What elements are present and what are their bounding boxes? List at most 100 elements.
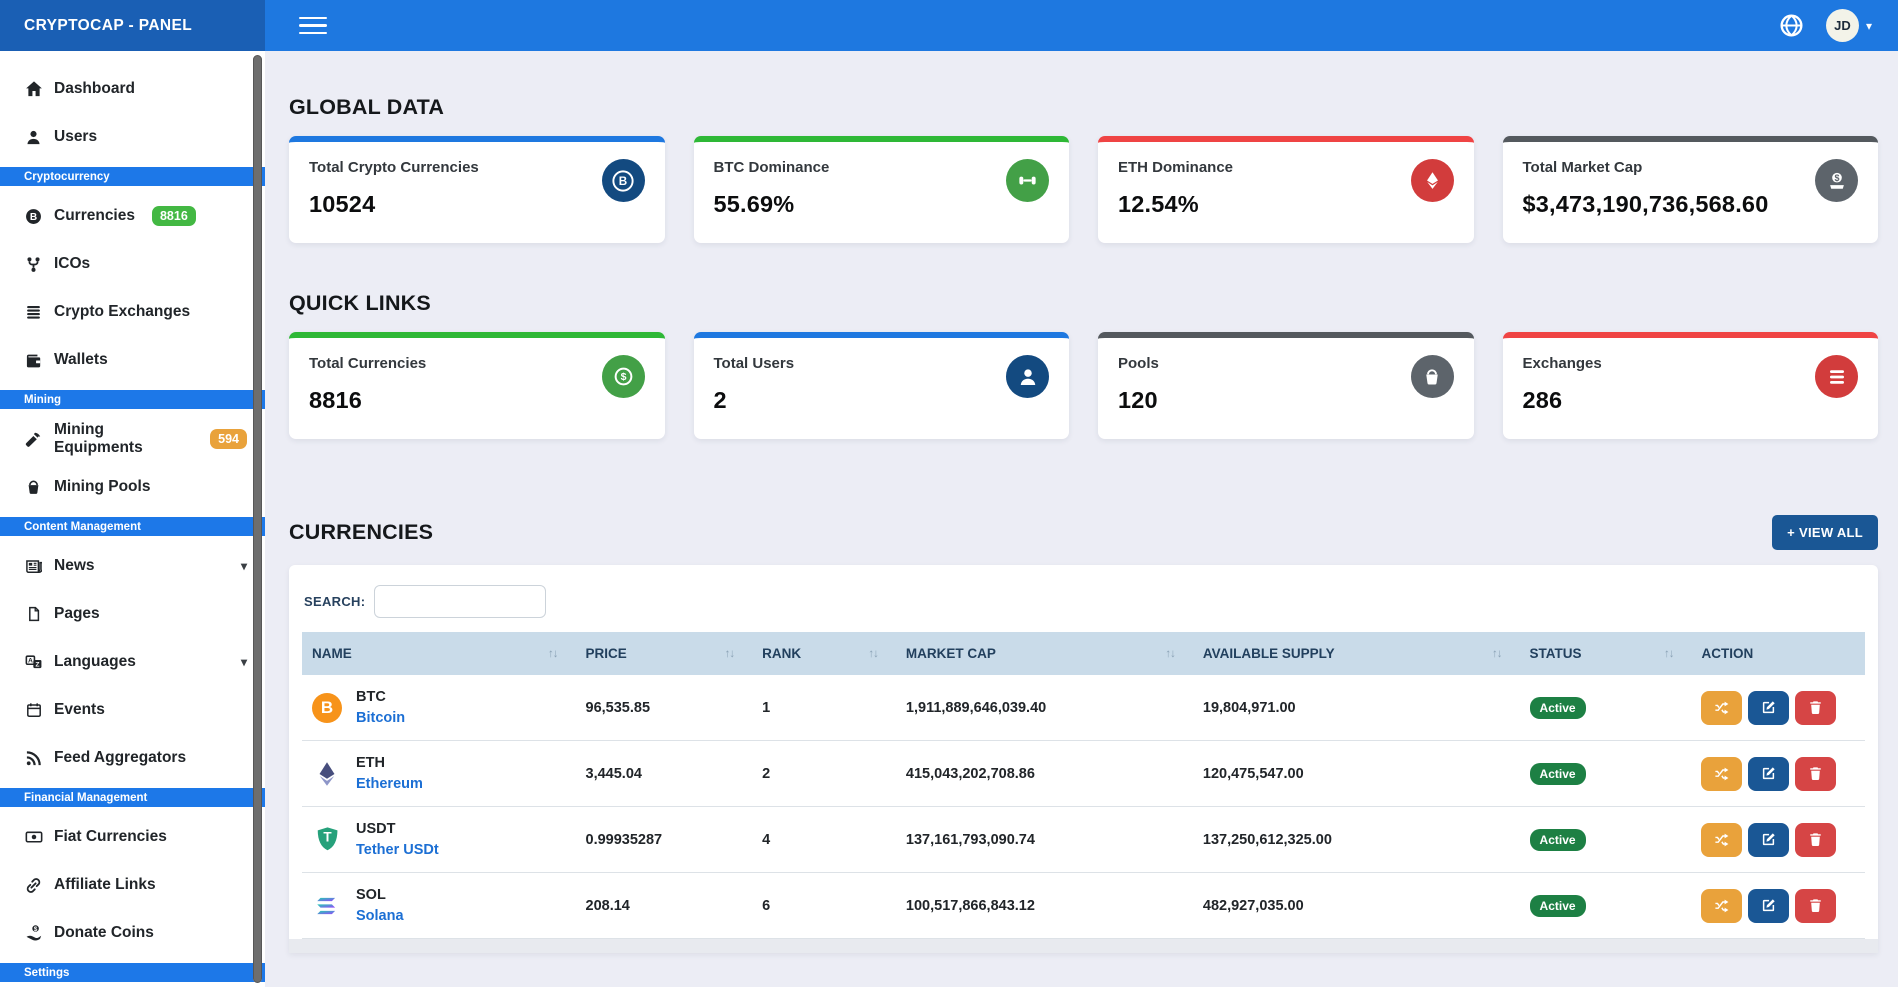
chevron-down-icon: ▾ — [240, 559, 247, 573]
wallet-icon — [24, 351, 43, 370]
sidebar-item-events[interactable]: Events — [0, 686, 265, 734]
price-cell: 0.99935287 — [575, 806, 753, 873]
stat-value: 120 — [1118, 387, 1158, 413]
calendar-icon — [24, 701, 43, 720]
column-header-available-supply[interactable]: AVAILABLE SUPPLY ↑↓ — [1192, 632, 1520, 675]
edit-button[interactable] — [1748, 888, 1790, 923]
sidebar-item-news[interactable]: News ▾ — [0, 542, 265, 590]
sidebar-section-content-management: Content Management — [0, 517, 265, 536]
table-footer-strip — [289, 939, 1878, 953]
hammer-icon — [24, 430, 43, 449]
quick-card-total-users[interactable]: Total Users 2 — [693, 332, 1069, 439]
coin-name-link[interactable]: Tether USDt — [356, 842, 439, 858]
sidebar-item-feed-aggregators[interactable]: Feed Aggregators — [0, 734, 265, 782]
stat-card-btc-dominance: BTC Dominance 55.69% — [693, 136, 1069, 243]
coin-symbol: ETH — [356, 755, 385, 771]
table-row: SOL Solana 208.14 6 100,517,866,843.12 4… — [302, 872, 1865, 939]
hand-holding-dollar-icon: $ — [24, 924, 43, 943]
svg-text:A: A — [27, 657, 32, 664]
sidebar-item-currencies[interactable]: B Currencies 8816 — [0, 192, 265, 240]
avatar[interactable]: JD — [1825, 9, 1859, 42]
stat-label: BTC Dominance — [713, 159, 830, 176]
sidebar-item-users[interactable]: Users — [0, 113, 265, 161]
swap-button[interactable] — [1701, 756, 1743, 791]
sidebar-item-dashboard[interactable]: Dashboard — [0, 65, 265, 113]
sidebar-item-affiliate-links[interactable]: Affiliate Links — [0, 861, 265, 909]
file-icon — [24, 605, 43, 624]
quick-links-section: QUICK LINKS Total Currencies $ 8816 Tota… — [289, 291, 1878, 439]
search-input[interactable] — [374, 585, 547, 618]
svg-text:Z: Z — [35, 661, 39, 668]
swap-button[interactable] — [1701, 690, 1743, 725]
sidebar-item-label: Crypto Exchanges — [54, 303, 191, 320]
stat-card-total-market-cap: Total Market Cap $ $3,473,190,736,568.60 — [1502, 136, 1878, 243]
sidebar-item-crypto-exchanges[interactable]: Crypto Exchanges — [0, 288, 265, 336]
column-header-rank[interactable]: RANK ↑↓ — [752, 632, 896, 675]
coin-name-link[interactable]: Bitcoin — [356, 710, 406, 726]
sidebar-item-donate-coins[interactable]: $ Donate Coins — [0, 909, 265, 957]
user-menu[interactable]: JD ▾ — [1825, 9, 1872, 42]
column-header-market-cap[interactable]: MARKET CAP ↑↓ — [895, 632, 1193, 675]
rank-cell: 1 — [752, 675, 896, 741]
app-title: CRYPTOCAP - PANEL — [0, 0, 265, 51]
sidebar-item-mining-pools[interactable]: Mining Pools — [0, 463, 265, 511]
coin-name-link[interactable]: Ethereum — [356, 776, 423, 792]
sidebar-item-label: Fiat Currencies — [54, 828, 167, 845]
sidebar-scrollbar[interactable] — [253, 55, 262, 983]
sort-icon: ↑↓ — [1663, 647, 1674, 660]
svg-text:$: $ — [620, 371, 626, 383]
delete-button[interactable] — [1795, 888, 1837, 923]
count-badge: 8816 — [151, 206, 196, 226]
topbar: CRYPTOCAP - PANEL JD ▾ — [0, 0, 1898, 51]
table-row: ETH Ethereum 3,445.04 2 415,043,202,708.… — [302, 740, 1865, 807]
sidebar-item-label: Events — [54, 701, 105, 718]
stat-label: Total Market Cap — [1522, 159, 1643, 176]
sort-icon: ↑↓ — [1492, 647, 1502, 660]
column-header-action: ACTION — [1691, 632, 1865, 675]
edit-button[interactable] — [1748, 756, 1790, 791]
menu-toggle-icon[interactable] — [299, 16, 327, 35]
sidebar-item-mining-equipments[interactable]: Mining Equipments 594 — [0, 415, 265, 463]
quick-card-pools[interactable]: Pools 120 — [1098, 332, 1474, 439]
rank-cell: 4 — [752, 806, 896, 873]
currencies-table-card: SEARCH: NAME ↑↓ PRICE ↑↓ RANK ↑↓ MARKET CAP… — [289, 565, 1878, 953]
svg-text:B: B — [619, 175, 627, 188]
bucket-icon — [24, 478, 43, 497]
sidebar-item-label: ICOs — [54, 255, 91, 272]
count-badge: 594 — [210, 429, 247, 449]
edit-button[interactable] — [1748, 690, 1790, 725]
sidebar-item-fiat-currencies[interactable]: Fiat Currencies — [0, 813, 265, 861]
sidebar-item-pages[interactable]: Pages — [0, 590, 265, 638]
column-header-name[interactable]: NAME ↑↓ — [302, 632, 576, 675]
swap-button[interactable] — [1701, 888, 1743, 923]
money-deposit-icon: $ — [1815, 159, 1858, 202]
sort-icon: ↑↓ — [1165, 647, 1175, 660]
sidebar-item-icos[interactable]: ICOs — [0, 240, 265, 288]
view-all-button[interactable]: + VIEW ALL — [1772, 515, 1878, 550]
delete-button[interactable] — [1795, 822, 1837, 857]
sidebar-item-wallets[interactable]: Wallets — [0, 336, 265, 384]
edit-button[interactable] — [1748, 822, 1790, 857]
sidebar-item-label: Pages — [54, 605, 100, 622]
search-label: SEARCH: — [304, 594, 366, 609]
sidebar-item-label: Dashboard — [54, 80, 135, 97]
column-header-price[interactable]: PRICE ↑↓ — [575, 632, 753, 675]
status-badge: Active — [1529, 762, 1586, 785]
link-icon — [24, 876, 43, 895]
sidebar-section-financial-management: Financial Management — [0, 788, 265, 807]
swap-button[interactable] — [1701, 822, 1743, 857]
sidebar-item-label: Languages — [54, 653, 136, 670]
column-header-status[interactable]: STATUS ↑↓ — [1519, 632, 1692, 675]
quick-card-total-currencies[interactable]: Total Currencies $ 8816 — [289, 332, 665, 439]
delete-button[interactable] — [1795, 756, 1837, 791]
coin-name-link[interactable]: Solana — [356, 908, 404, 924]
stat-label: ETH Dominance — [1118, 159, 1234, 176]
quick-card-exchanges[interactable]: Exchanges 286 — [1502, 332, 1878, 439]
globe-icon[interactable] — [1779, 13, 1804, 38]
sidebar-section-mining: Mining — [0, 390, 265, 409]
global-data-section: GLOBAL DATA Total Crypto Currencies B 10… — [289, 95, 1878, 243]
sort-icon: ↑↓ — [868, 647, 878, 660]
delete-button[interactable] — [1795, 690, 1837, 725]
